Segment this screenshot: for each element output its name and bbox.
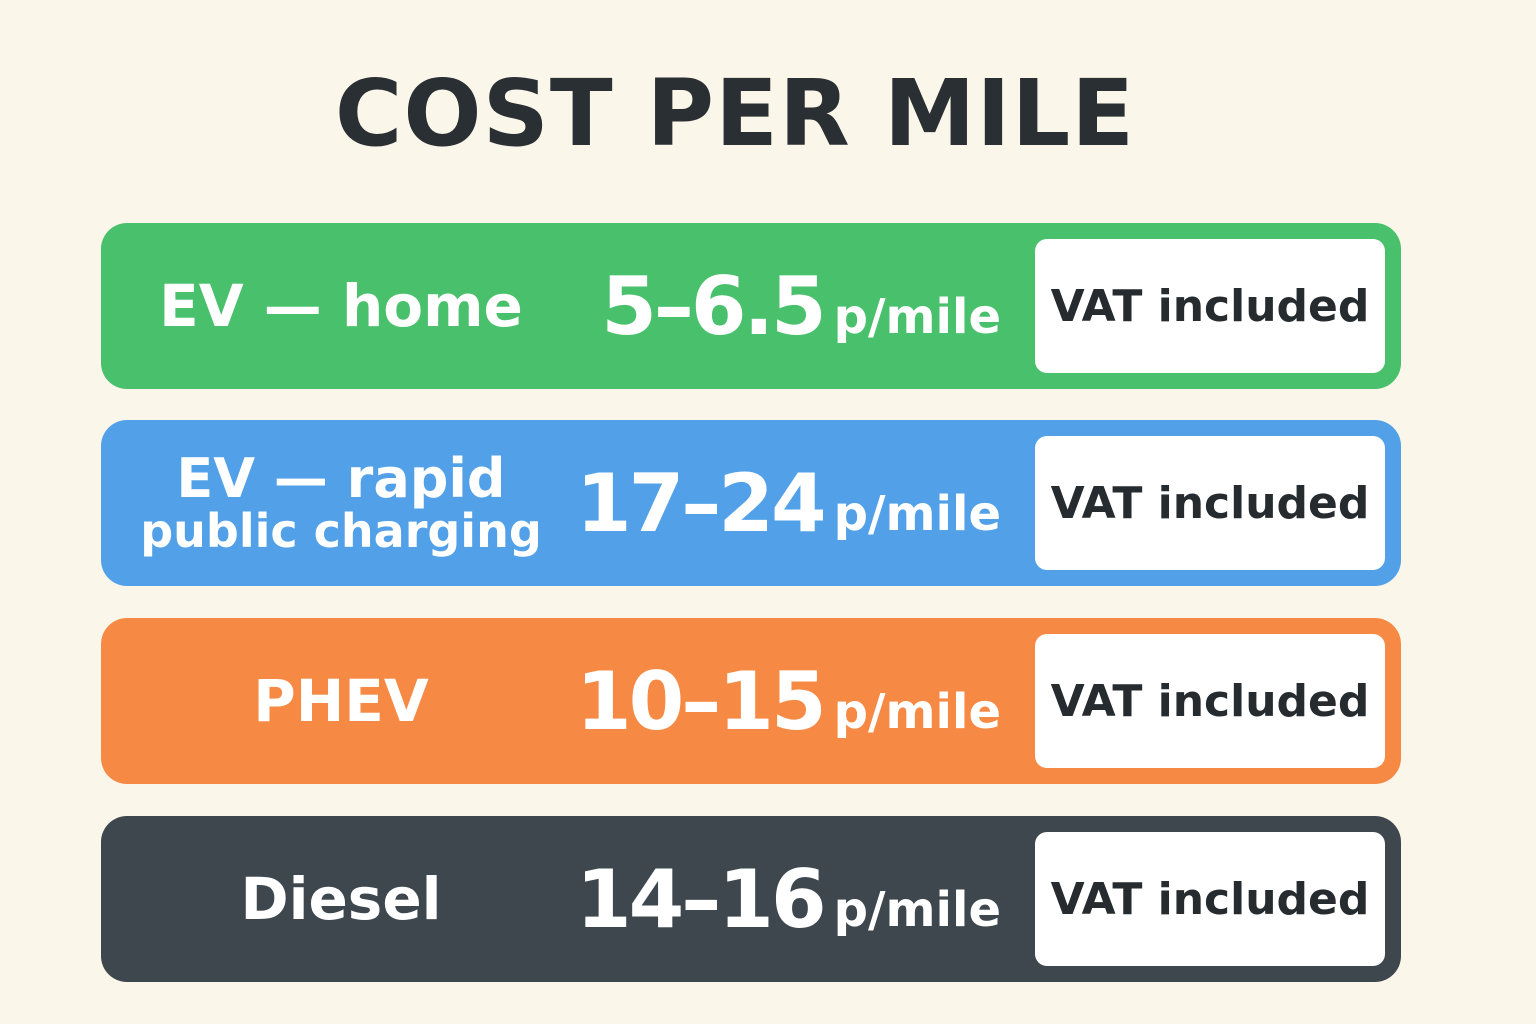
cost-unit: p/mile (833, 684, 1001, 740)
title: COST PER MILE (334, 60, 1136, 167)
label-line: Diesel (240, 864, 442, 933)
label-line: EV — home (159, 271, 523, 340)
label-line: EV — rapid (176, 446, 506, 510)
cost-row: EV — home 5–6.5 p/mile VAT included (101, 223, 1401, 389)
cost-value: 5–6.5 p/mile (571, 223, 1001, 389)
row-label: Diesel (131, 816, 551, 982)
cost-unit: p/mile (833, 289, 1001, 345)
cost-range: 10–15 (575, 654, 827, 748)
label-line: PHEV (253, 666, 429, 735)
vat-note: VAT included (1035, 436, 1385, 570)
cost-range: 17–24 (575, 456, 827, 550)
cost-value: 17–24 p/mile (571, 420, 1001, 586)
vat-note: VAT included (1035, 239, 1385, 373)
row-label: EV — home (131, 223, 551, 389)
cost-range: 5–6.5 (601, 259, 826, 353)
cost-range: 14–16 (575, 852, 827, 946)
cost-row: PHEV 10–15 p/mile VAT included (101, 618, 1401, 784)
cost-value: 14–16 p/mile (571, 816, 1001, 982)
vat-note: VAT included (1035, 832, 1385, 966)
row-label: PHEV (131, 618, 551, 784)
row-label: EV — rapid public charging (131, 420, 551, 586)
cost-row: Diesel 14–16 p/mile VAT included (101, 816, 1401, 982)
cost-unit: p/mile (833, 882, 1001, 938)
cost-value: 10–15 p/mile (571, 618, 1001, 784)
cost-unit: p/mile (833, 486, 1001, 542)
label-line: public charging (140, 504, 542, 559)
vat-note: VAT included (1035, 634, 1385, 768)
cost-row: EV — rapid public charging 17–24 p/mile VAT … (101, 420, 1401, 586)
